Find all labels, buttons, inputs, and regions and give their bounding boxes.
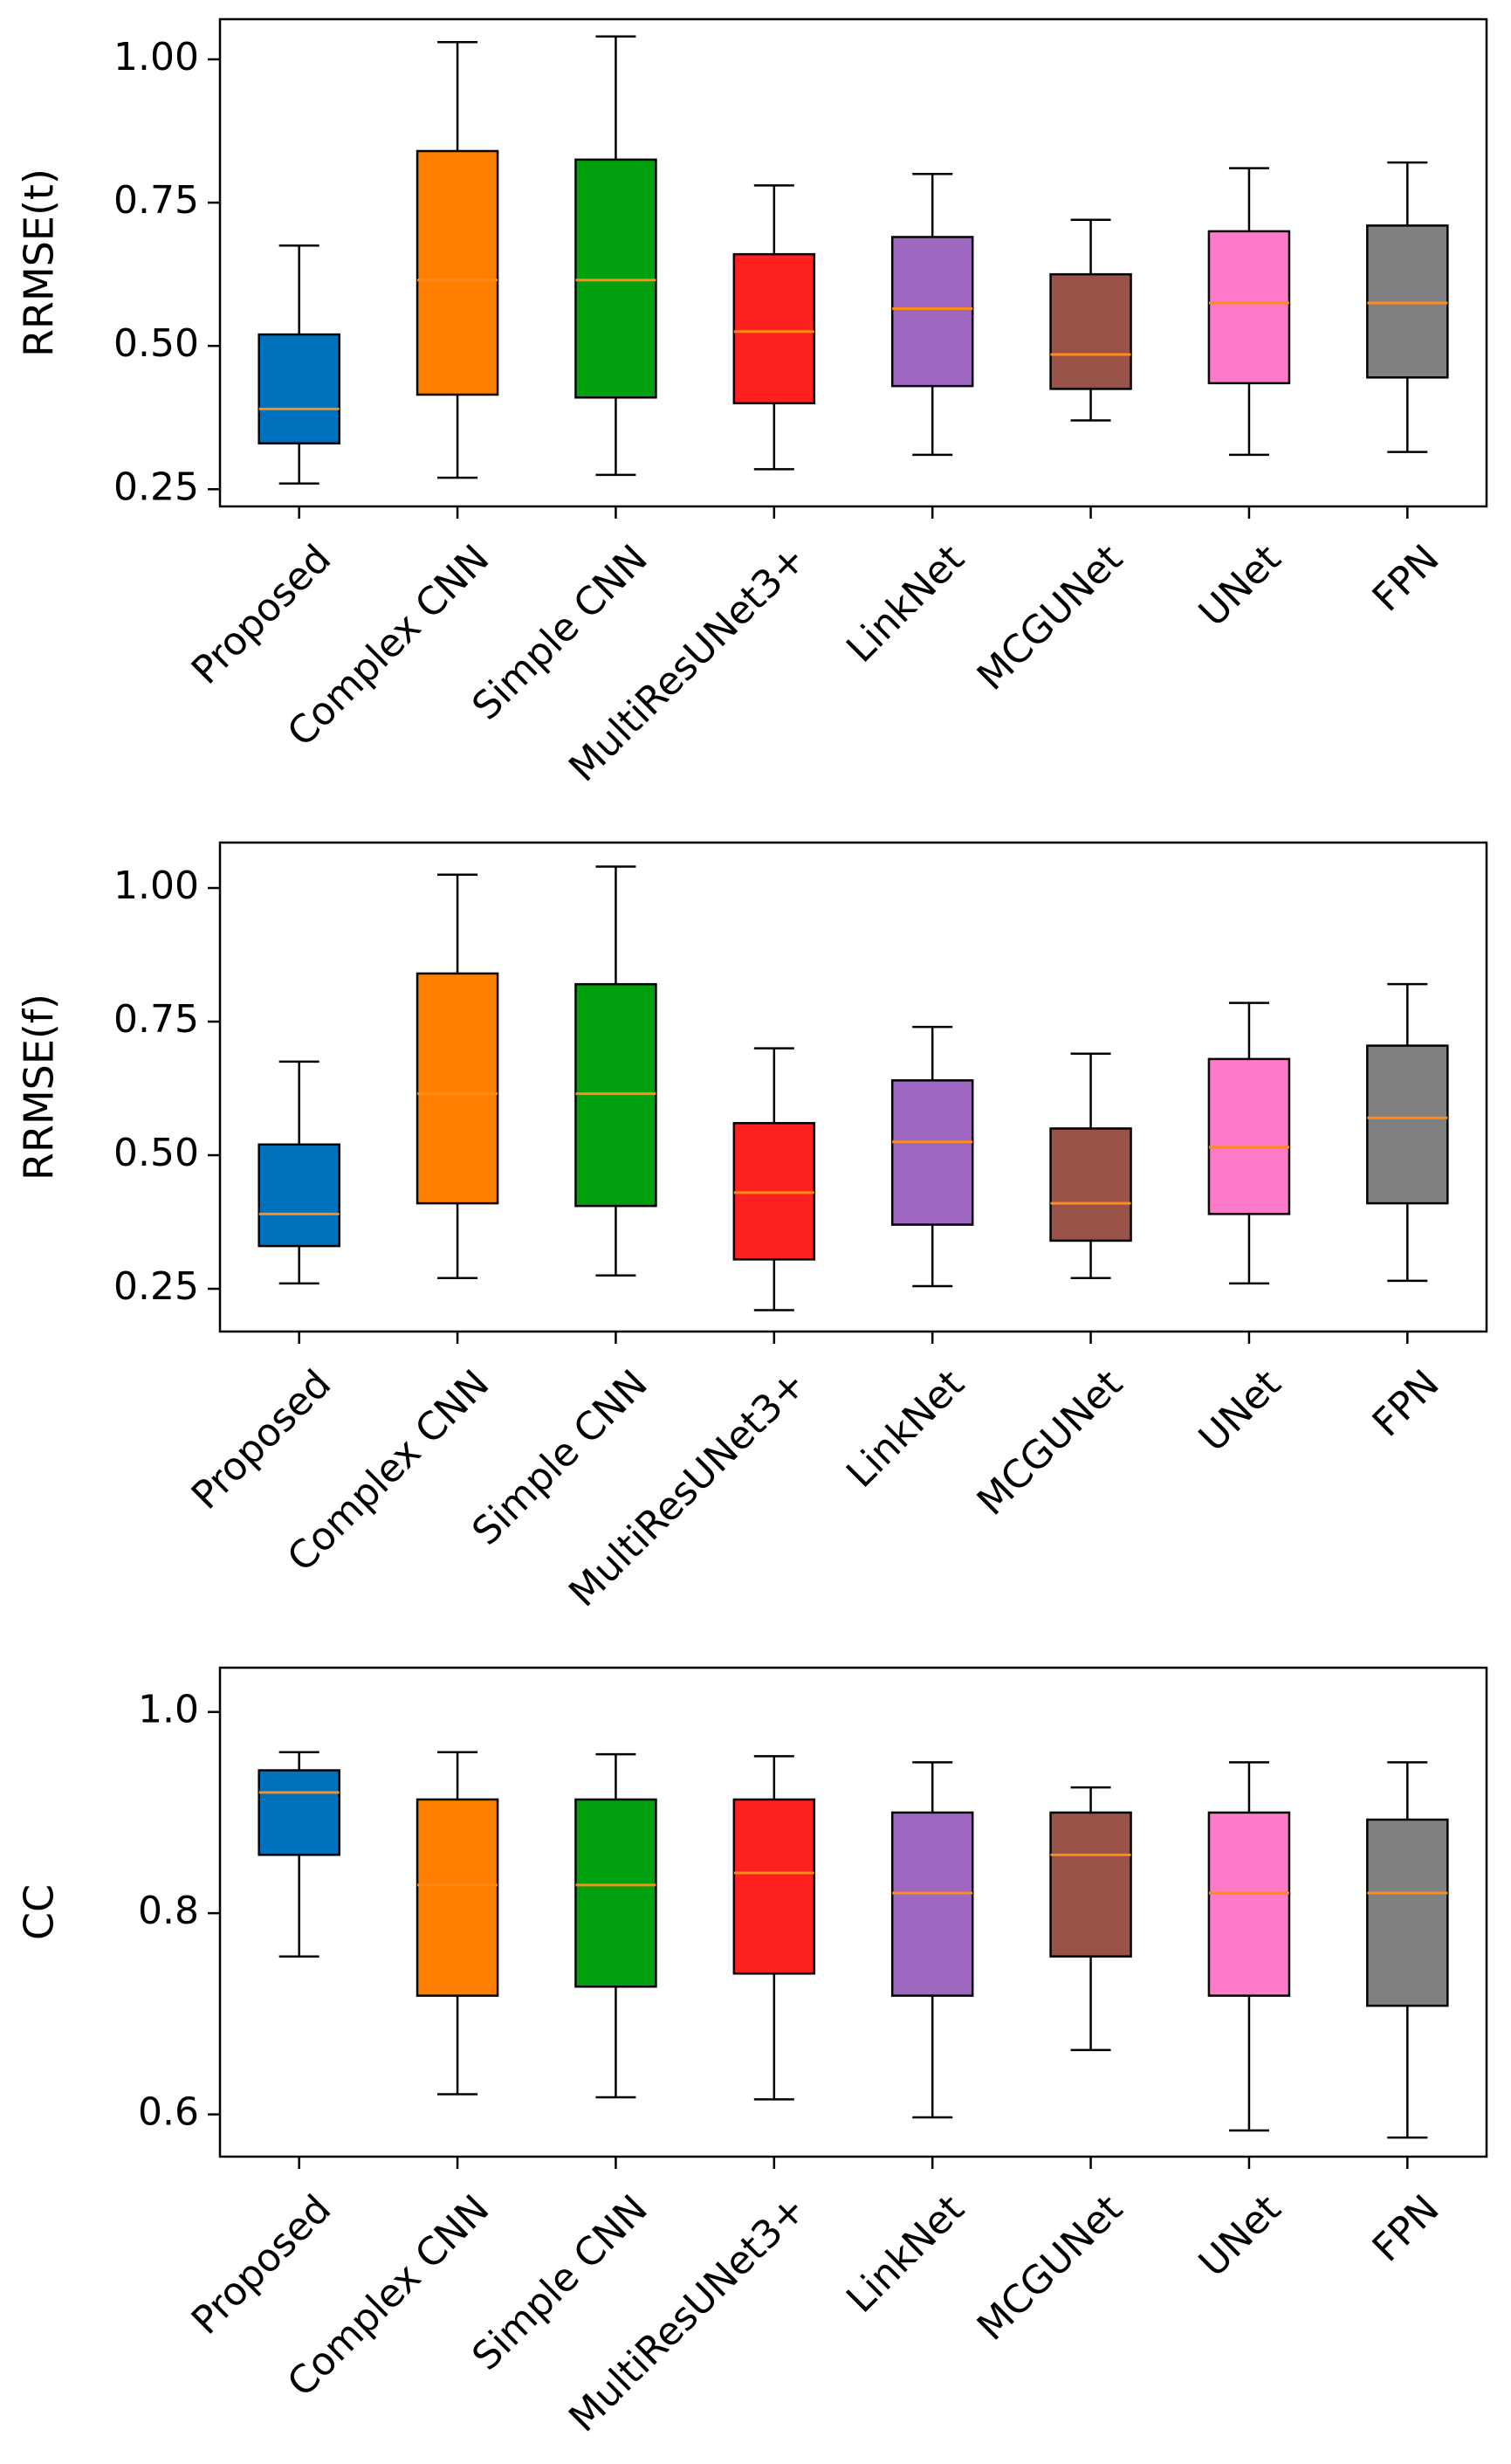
iqr-box xyxy=(258,1143,340,1248)
x-tick-label: Proposed xyxy=(183,1361,340,1518)
iqr-box xyxy=(258,1769,340,1856)
box-multiresunet3- xyxy=(732,184,816,471)
plot-frame xyxy=(218,17,1488,508)
y-tick-label: 0.75 xyxy=(113,997,199,1042)
y-tick-label: 1.00 xyxy=(113,864,199,908)
box-linknet xyxy=(890,1761,974,2119)
iqr-box xyxy=(416,972,499,1205)
y-tick-label: 0.8 xyxy=(138,1889,199,1933)
y-tick-label: 0.25 xyxy=(113,465,199,509)
iqr-box xyxy=(1366,1818,1449,2007)
iqr-box xyxy=(1049,1127,1132,1242)
x-tick-label: Proposed xyxy=(183,536,340,692)
box-linknet xyxy=(890,1025,974,1288)
box-unet xyxy=(1207,1761,1291,2132)
x-tick-label: UNet xyxy=(1191,2186,1289,2285)
box-proposed xyxy=(258,244,340,485)
x-tick-label: MCGUNet xyxy=(969,2186,1131,2349)
plot-frame xyxy=(218,1666,1488,2158)
y-tick-label: 1.00 xyxy=(113,35,199,79)
iqr-box xyxy=(732,252,816,405)
y-tick-label: 0.75 xyxy=(113,178,199,223)
box-complex-cnn xyxy=(416,1751,499,2096)
x-tick-label: Proposed xyxy=(183,2186,340,2343)
x-tick-label: FPN xyxy=(1364,2186,1448,2270)
box-simple-cnn xyxy=(574,35,657,477)
y-axis-label: CC xyxy=(16,1884,63,1940)
iqr-box xyxy=(1049,1811,1132,1958)
iqr-box xyxy=(1207,1811,1291,1997)
x-tick-label: MCGUNet xyxy=(969,1361,1131,1524)
x-tick-label: FPN xyxy=(1364,1361,1448,1445)
y-tick-label: 1.0 xyxy=(138,1688,199,1732)
iqr-box xyxy=(1366,1044,1449,1205)
box-multiresunet3- xyxy=(732,1047,816,1311)
plot-frame xyxy=(218,841,1488,1333)
x-tick-label: LinkNet xyxy=(838,1361,972,1496)
x-tick-label: LinkNet xyxy=(838,536,972,671)
box-unet xyxy=(1207,1001,1291,1285)
box-fpn xyxy=(1366,982,1449,1283)
box-unet xyxy=(1207,167,1291,457)
iqr-box xyxy=(574,1798,657,1988)
y-axis-label: RRMSE(f) xyxy=(16,994,63,1180)
iqr-box xyxy=(574,982,657,1208)
box-linknet xyxy=(890,172,974,457)
box-mcgunet xyxy=(1049,218,1132,422)
iqr-box xyxy=(1207,230,1291,385)
box-fpn xyxy=(1366,1761,1449,2139)
x-tick-label: FPN xyxy=(1364,536,1448,620)
box-complex-cnn xyxy=(416,41,499,479)
box-fpn xyxy=(1366,161,1449,453)
box-proposed xyxy=(258,1751,340,1958)
x-tick-label: UNet xyxy=(1191,1361,1289,1460)
y-tick-label: 0.50 xyxy=(113,321,199,366)
y-tick-label: 0.50 xyxy=(113,1131,199,1175)
iqr-box xyxy=(416,1798,499,1997)
y-axis-label: RRMSE(t) xyxy=(16,169,63,357)
box-proposed xyxy=(258,1060,340,1285)
iqr-box xyxy=(416,149,499,396)
box-mcgunet xyxy=(1049,1052,1132,1280)
box-multiresunet3- xyxy=(732,1755,816,2101)
y-tick-label: 0.6 xyxy=(138,2090,199,2135)
iqr-box xyxy=(1366,224,1449,379)
box-mcgunet xyxy=(1049,1786,1132,2052)
iqr-box xyxy=(890,1811,974,1997)
iqr-box xyxy=(732,1122,816,1261)
chart-panel-1: 0.250.500.751.00RRMSE(t)ProposedComplex … xyxy=(16,17,1488,790)
x-tick-label: UNet xyxy=(1191,536,1289,635)
x-tick-label: MCGUNet xyxy=(969,536,1131,699)
y-tick-label: 0.25 xyxy=(113,1264,199,1309)
box-simple-cnn xyxy=(574,865,657,1277)
iqr-box xyxy=(258,333,340,445)
iqr-box xyxy=(890,1079,974,1226)
iqr-box xyxy=(1049,272,1132,390)
x-tick-label: LinkNet xyxy=(838,2186,972,2321)
iqr-box xyxy=(732,1798,816,1975)
iqr-box xyxy=(574,158,657,399)
box-simple-cnn xyxy=(574,1752,657,2099)
box-complex-cnn xyxy=(416,873,499,1280)
iqr-box xyxy=(890,236,974,388)
iqr-box xyxy=(1207,1057,1291,1215)
chart-panel-2: 0.250.500.751.00RRMSE(f)ProposedComplex … xyxy=(16,841,1488,1615)
